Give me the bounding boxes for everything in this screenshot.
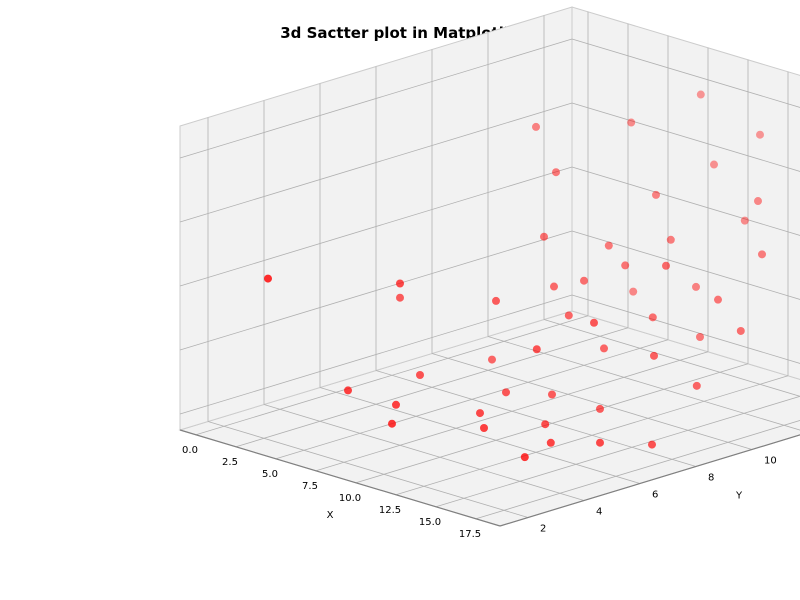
svg-text:4: 4 [596,507,602,518]
scatter-point [696,333,704,341]
scatter-point [565,311,573,319]
scatter-point [540,233,548,241]
scatter-point [502,388,510,396]
scatter-point [596,405,604,413]
scatter-point [754,197,762,205]
scatter-point [710,161,718,169]
y-axis-label: Y [735,491,743,502]
scatter-point [600,344,608,352]
scatter-point [692,283,700,291]
svg-text:17.5: 17.5 [459,529,481,540]
scatter-point [649,313,657,321]
scatter-point [344,386,352,394]
scatter-point [476,409,484,417]
scatter-point [605,242,613,250]
scatter-point [741,217,749,225]
scatter-point [697,91,705,99]
scatter-point [648,441,656,449]
svg-text:8: 8 [708,473,714,484]
scatter-point [548,391,556,399]
scatter-3d-plot: 0.02.55.07.510.012.515.017.5246810121402… [0,0,800,600]
scatter-point [629,288,637,296]
svg-text:7.5: 7.5 [302,481,318,492]
svg-text:2.5: 2.5 [222,457,238,468]
scatter-point [756,131,764,139]
svg-text:15.0: 15.0 [419,517,441,528]
svg-text:5.0: 5.0 [262,469,278,480]
svg-text:12.5: 12.5 [379,505,401,516]
chart-container: 3d Sactter plot in Matplotlib 0.02.55.07… [0,0,800,600]
svg-text:10: 10 [764,456,777,467]
scatter-point [392,401,400,409]
scatter-point [416,371,424,379]
scatter-point [737,327,745,335]
scatter-point [521,453,529,461]
svg-text:0.0: 0.0 [182,445,198,456]
scatter-point [532,123,540,131]
scatter-point [388,420,396,428]
svg-text:2: 2 [540,524,546,535]
scatter-point [396,294,404,302]
scatter-point [550,283,558,291]
scatter-point [596,439,604,447]
scatter-point [652,191,660,199]
scatter-point [533,345,541,353]
scatter-point [621,261,629,269]
scatter-point [758,250,766,258]
scatter-point [693,382,701,390]
scatter-point [552,168,560,176]
scatter-point [396,280,404,288]
scatter-point [650,352,658,360]
scatter-point [492,297,500,305]
scatter-point [541,420,549,428]
svg-text:10.0: 10.0 [339,493,361,504]
scatter-point [264,275,272,283]
svg-text:6: 6 [652,490,658,501]
x-axis-label: X [327,510,334,521]
scatter-point [480,424,488,432]
scatter-point [547,439,555,447]
scatter-point [580,277,588,285]
scatter-point [667,236,675,244]
scatter-point [590,319,598,327]
scatter-point [627,119,635,127]
scatter-point [662,262,670,270]
scatter-point [488,356,496,364]
scatter-point [714,296,722,304]
